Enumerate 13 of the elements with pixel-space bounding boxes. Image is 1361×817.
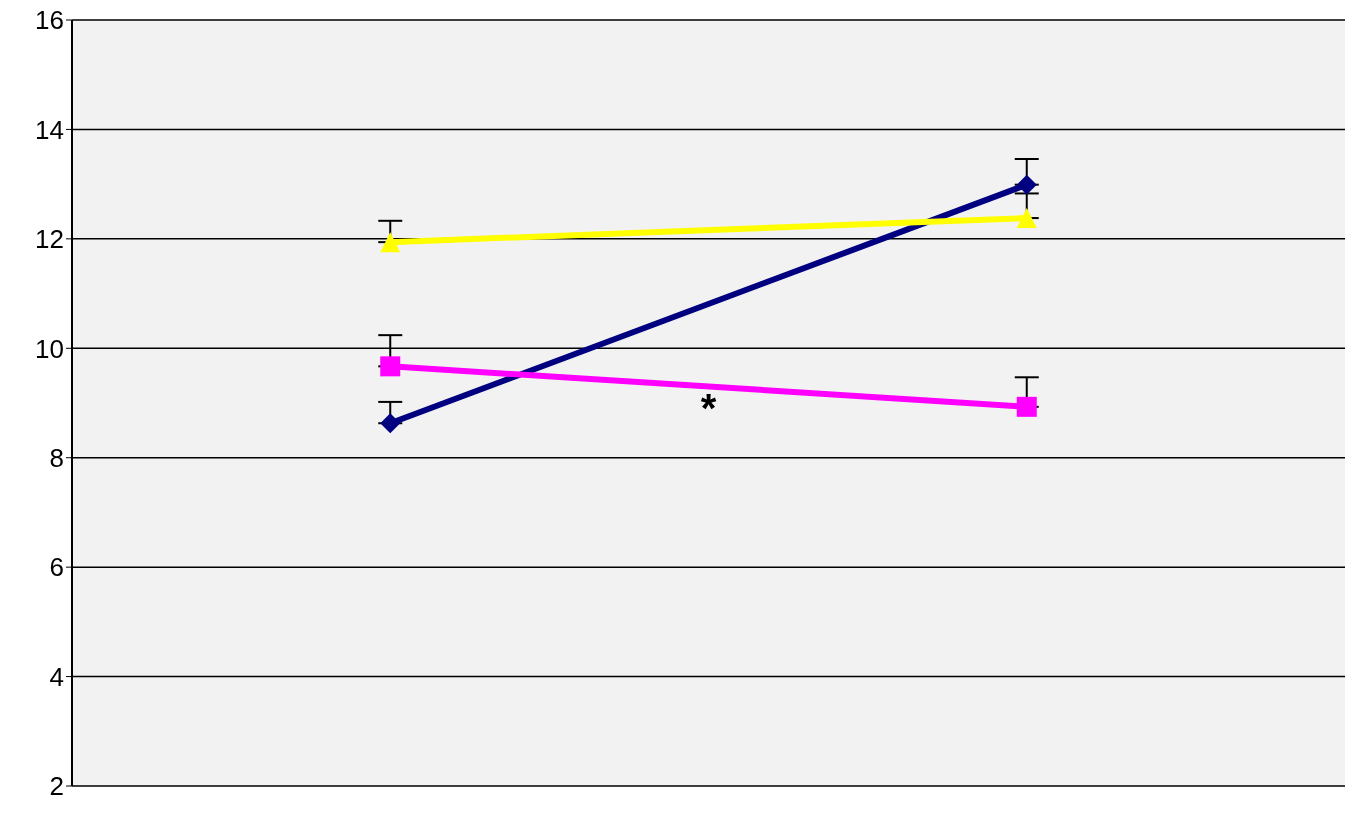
y-tick-label: 6 xyxy=(49,552,64,583)
y-tick-label: 2 xyxy=(49,771,64,802)
y-tick-label: 16 xyxy=(35,5,64,36)
annotation: * xyxy=(699,386,718,431)
y-tick-label: 12 xyxy=(35,224,64,255)
point xyxy=(1016,396,1037,417)
y-tick-label: 8 xyxy=(49,442,64,473)
y-tick-label: 10 xyxy=(35,333,64,364)
point xyxy=(1016,174,1037,195)
point xyxy=(380,413,401,434)
point xyxy=(380,356,401,377)
y-tick-label: 14 xyxy=(35,114,64,145)
y-tick-label: 4 xyxy=(49,661,64,692)
